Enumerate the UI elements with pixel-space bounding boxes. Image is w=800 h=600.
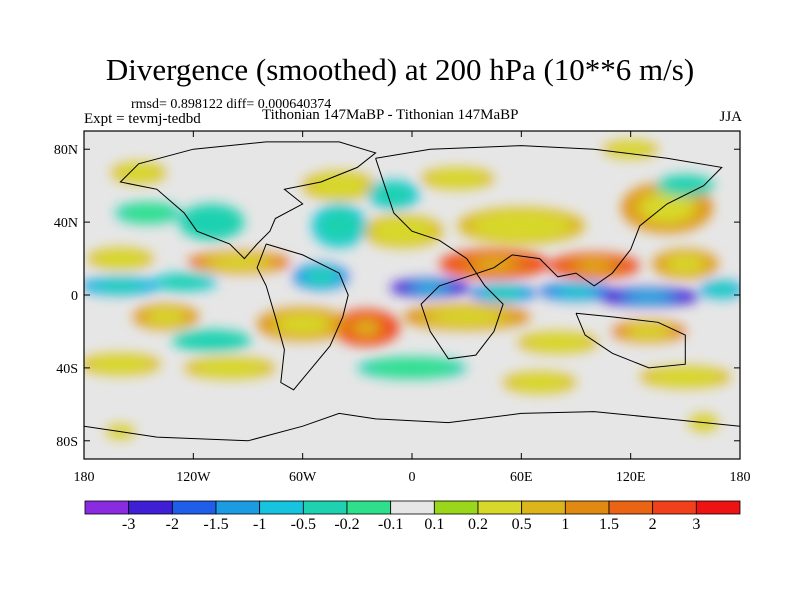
field-blob-17-2 (628, 325, 670, 338)
colorbar (84, 500, 741, 515)
field-blob-8-2 (210, 256, 268, 269)
field-blob-18-1 (526, 333, 590, 351)
field-blob-9-1 (94, 250, 147, 268)
field-blob-31-1 (89, 355, 152, 373)
colorbar-label-12: 2 (648, 516, 657, 533)
coastlines (84, 141, 740, 442)
y-tick-label-1: 40N (54, 216, 78, 231)
field-blob-4-2 (484, 288, 522, 299)
field-blob-12-2 (666, 255, 704, 273)
field-blob-22-1 (310, 174, 368, 198)
x-tick-label-3: 0 (409, 470, 416, 485)
colorbar-swatch-3 (215, 500, 261, 515)
experiment-label: Expt = tevmj-tedbd (84, 111, 201, 127)
x-tick-label-2: 60W (289, 470, 317, 485)
field-blob-33-1 (511, 373, 568, 391)
colorbar-swatch-12 (608, 500, 654, 515)
colorbar-label-1: -2 (165, 516, 179, 533)
colorbar-swatch-11 (564, 500, 610, 515)
field-blob-30-1 (122, 204, 174, 222)
colorbar-label-6: -0.1 (377, 516, 404, 533)
colorbar-label-13: 3 (692, 516, 701, 533)
field-blob-28-1 (373, 183, 414, 207)
field-blob-0-2 (97, 280, 143, 291)
colorbar-swatch-13 (652, 500, 697, 515)
colorbar-swatch-6 (346, 500, 392, 515)
season-label: JJA (719, 109, 742, 125)
colorbar-label-0: -3 (121, 516, 136, 533)
x-tick-label-0: 180 (74, 470, 95, 485)
colorbar-swatch-10 (521, 500, 566, 515)
field-blob-32-1 (194, 359, 266, 377)
x-tick-label-5: 120E (616, 470, 646, 485)
field-blob-1-1 (158, 275, 210, 290)
field-blob-7-2 (709, 284, 735, 295)
field-blob-20-1 (471, 211, 572, 240)
coastline-3 (575, 312, 686, 369)
field-blob-24-1 (117, 164, 160, 182)
x-tick-label-1: 120W (176, 470, 211, 485)
field-blob-26-1 (317, 208, 361, 243)
colorbar-swatch-2 (171, 500, 217, 515)
coastline-4 (84, 411, 740, 442)
colorbar-swatch-1 (128, 500, 173, 515)
y-tick-label-0: 80N (54, 143, 78, 158)
colorbar-swatch-4 (259, 500, 304, 515)
field-blob-29-1 (662, 177, 709, 195)
coastline-0 (119, 141, 377, 260)
colorbar-swatch-9 (477, 500, 523, 515)
colorbar-swatch-8 (433, 500, 479, 515)
colorbar-swatch-0 (84, 500, 130, 515)
figure-title: Divergence (smoothed) at 200 hPa (10**6 … (105, 52, 695, 87)
colorbar-label-2: -1.5 (203, 516, 229, 533)
field-blob-34-1 (649, 368, 721, 386)
x-tick-label-6: 180 (730, 470, 751, 485)
field-blob-21-2 (641, 193, 693, 222)
field-blob-15-2 (147, 309, 185, 325)
field-blob-23-1 (429, 169, 486, 187)
colorbar-label-9: 0.5 (511, 516, 532, 533)
field-blob-11-3 (578, 261, 610, 271)
field-blob-19-1 (371, 218, 435, 245)
colorbar-swatch-5 (302, 500, 348, 515)
colorbar-label-5: -0.2 (334, 516, 360, 533)
field-blob-2-2 (305, 269, 337, 284)
field-blob-13-3 (355, 321, 378, 334)
x-tick-label-4: 60E (510, 470, 533, 485)
field-blob-35-1 (180, 332, 243, 350)
y-tick-label-3: 40S (56, 362, 78, 377)
colorbar-label-7: 0.1 (424, 516, 445, 533)
field-blob-14-2 (277, 314, 329, 334)
field-blob-16-2 (430, 309, 503, 325)
field-blob-5-3 (563, 288, 589, 295)
map-axes: 80N 40N 0 40S 80S 180 120W 60W 0 60E 120E 180 (54, 131, 751, 485)
subtitle-label: Tithonian 147MaBP - Tithonian 147MaBP (262, 107, 519, 123)
field-blob-3-3 (416, 284, 444, 291)
field-blob-27-1 (185, 207, 238, 237)
field-blob-36-1 (369, 359, 455, 377)
colorbar-label-11: 1.5 (599, 516, 619, 533)
y-tick-label-2: 0 (71, 289, 78, 304)
colorbar-swatch-7 (390, 500, 435, 515)
coastline-1 (256, 243, 349, 391)
y-tick-label-4: 80S (56, 435, 78, 450)
stats-label: rmsd= 0.898122 diff= 0.000640374 (131, 97, 332, 112)
colorbar-label-10: 1 (561, 516, 570, 533)
coastline-2 (375, 145, 723, 360)
colorbar-swatch-14 (695, 500, 741, 515)
field-blob-6-3 (631, 293, 667, 300)
colorbar-label-4: -0.5 (290, 516, 316, 533)
colorbar-label-8: 0.2 (468, 516, 488, 533)
colorbar-label-3: -1 (252, 516, 267, 533)
